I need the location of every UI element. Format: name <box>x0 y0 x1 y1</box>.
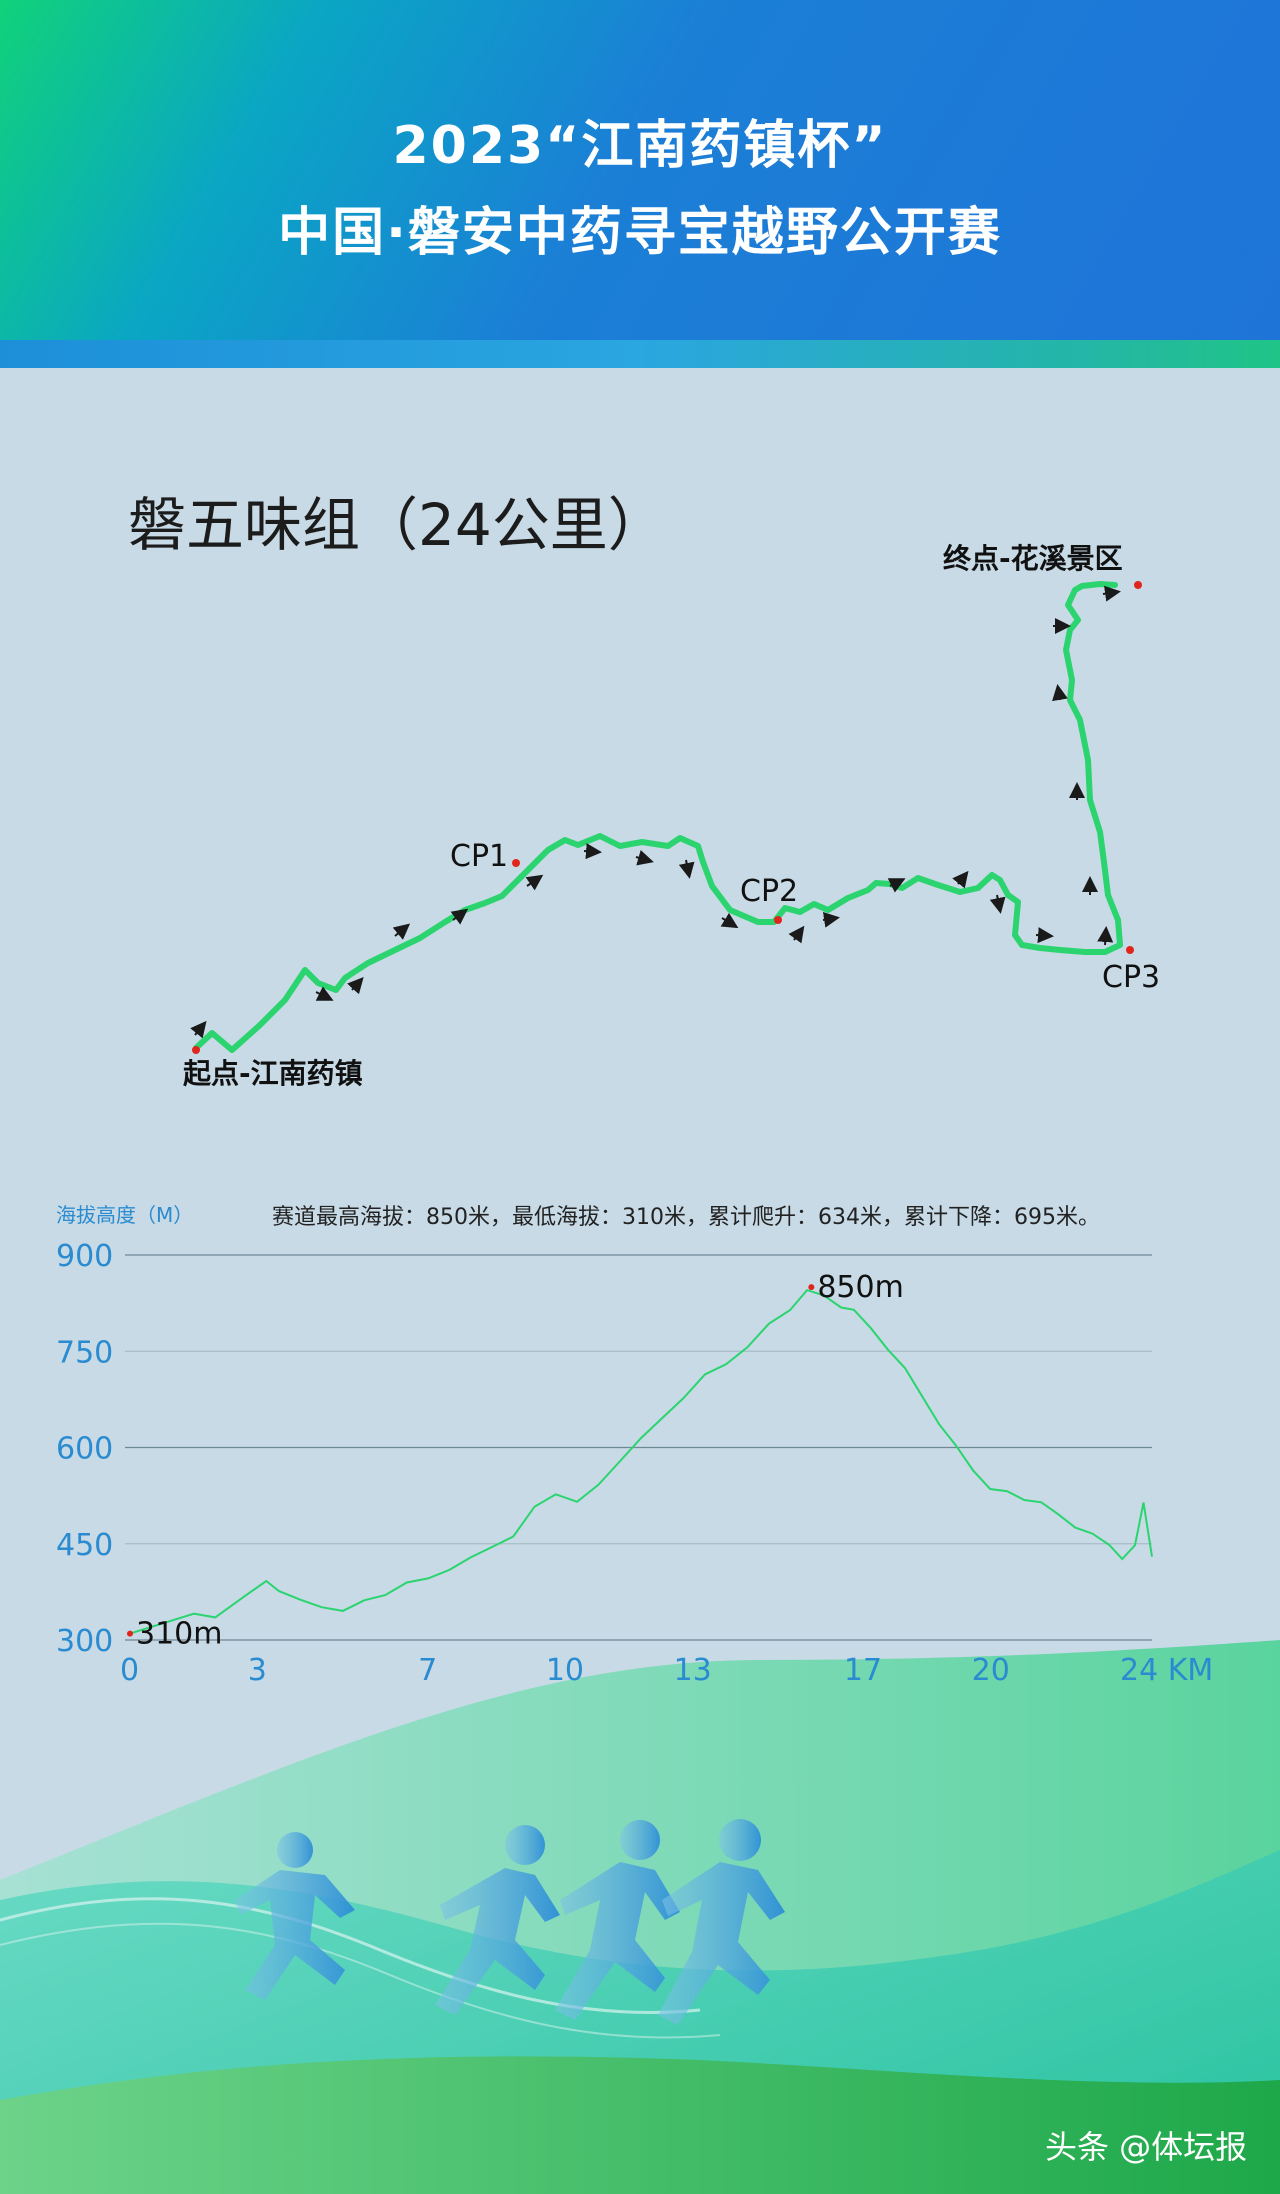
start-marker <box>192 1046 200 1054</box>
event-title-line-2: 中国·磐安中药寻宝越野公开赛 <box>278 203 1002 263</box>
cp2-label: CP2 <box>740 874 798 909</box>
runners-illustration <box>235 1819 785 2025</box>
hill-front <box>0 2056 1280 2194</box>
min-elevation-label: 310m <box>136 1617 222 1652</box>
x-tick-label: 3 <box>248 1653 267 1688</box>
y-tick-label: 750 <box>56 1335 113 1370</box>
finish-marker <box>1134 581 1142 589</box>
x-tick-label: 13 <box>674 1653 712 1688</box>
wave-lines <box>0 1897 701 2014</box>
cp1-label: CP1 <box>450 839 508 874</box>
direction-arrows <box>190 585 1121 1039</box>
x-tick-label: 7 <box>418 1653 437 1688</box>
min-point-marker <box>127 1630 133 1637</box>
max-elevation-label: 850m <box>817 1270 903 1305</box>
y-tick-label: 450 <box>56 1528 113 1563</box>
y-tick-label: 900 <box>56 1239 113 1274</box>
elevation-axis-title: 海拔高度（M） <box>56 1203 194 1227</box>
header-stripe <box>0 340 1280 368</box>
y-tick-labels: 900 750 600 450 300 <box>56 1239 113 1659</box>
max-point-marker <box>808 1284 815 1291</box>
chart-grid <box>125 1254 1152 1641</box>
cp3-marker <box>1126 946 1134 954</box>
x-tick-label: 0 <box>120 1653 139 1688</box>
x-tick-label: 24 KM <box>1120 1653 1213 1688</box>
cp3-label: CP3 <box>1102 960 1160 995</box>
cp1-marker <box>512 859 520 867</box>
group-title: 磐五味组（24公里） <box>128 491 666 559</box>
cp2-marker <box>774 916 782 924</box>
watermark: 头条 @体坛报 <box>1045 2128 1248 2166</box>
route-markers <box>192 581 1142 1054</box>
elevation-series-line <box>129 1288 1153 1635</box>
y-tick-label: 300 <box>56 1624 113 1659</box>
x-tick-label: 10 <box>546 1653 584 1688</box>
x-tick-label: 17 <box>844 1653 882 1688</box>
elevation-summary: 赛道最高海拔：850米，最低海拔：310米，累计爬升：634米，累计下降：695… <box>272 1205 1100 1230</box>
header-banner <box>0 0 1280 340</box>
start-label: 起点-江南药镇 <box>183 1057 363 1090</box>
x-tick-label: 20 <box>972 1653 1010 1688</box>
route-path <box>193 581 1123 1053</box>
event-title-line-1: 2023“江南药镇杯” <box>392 116 888 176</box>
y-tick-label: 600 <box>56 1432 113 1467</box>
finish-label: 终点-花溪景区 <box>943 542 1123 575</box>
elevation-annotations: 850m 310m <box>127 1270 904 1652</box>
x-tick-labels: 0 3 7 10 13 17 20 24 KM <box>120 1653 1213 1688</box>
